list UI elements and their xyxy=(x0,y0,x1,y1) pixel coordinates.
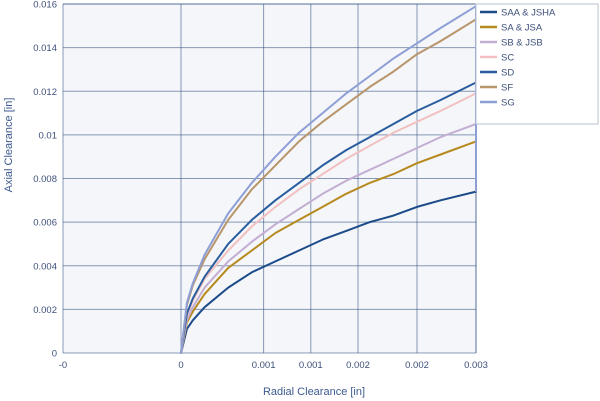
y-tick-label: 0.01 xyxy=(39,130,58,141)
legend-label: SAA & JSHA xyxy=(501,8,556,19)
y-tick-label: 0.008 xyxy=(33,174,57,185)
legend: SAA & JSHA SA & JSA SB & JSB SC SD SF SG xyxy=(480,8,556,109)
legend-label: SG xyxy=(501,98,515,109)
x-tick-label: -0 xyxy=(59,360,67,371)
x-tick-label: 0.002 xyxy=(346,360,370,371)
x-axis-title: Radial Clearance [in] xyxy=(263,386,365,398)
y-tick-label: 0 xyxy=(52,349,57,360)
x-tick-label: 0.001 xyxy=(299,360,323,371)
x-tick-label: 0.001 xyxy=(252,360,276,371)
legend-label: SB & JSB xyxy=(501,38,543,49)
legend-label: SD xyxy=(501,68,514,79)
y-tick-label: 0.012 xyxy=(33,87,57,98)
legend-box xyxy=(475,3,599,125)
series-line-5 xyxy=(180,18,477,354)
y-tick-labels: 0 0.002 0.004 0.006 0.008 0.01 0.012 0.014 0.016 xyxy=(33,0,57,360)
x-tick-label: 0.002 xyxy=(405,360,429,371)
series-line-0 xyxy=(180,190,477,354)
x-tick-labels: -0 0 0.001 0.001 0.002 0.002 0.003 xyxy=(59,360,488,371)
y-tick-label: 0.016 xyxy=(33,0,57,11)
y-axis-title: Axial Clearance [in] xyxy=(3,98,15,193)
y-tick-label: 0.006 xyxy=(33,218,57,229)
series-line-6 xyxy=(180,5,477,354)
x-tick-label: 0 xyxy=(178,360,183,371)
y-tick-label: 0.004 xyxy=(33,261,57,272)
series-lines xyxy=(180,5,477,354)
y-tick-label: 0.014 xyxy=(33,43,57,54)
y-tick-label: 0.002 xyxy=(33,305,57,316)
series-line-1 xyxy=(180,140,477,354)
legend-label: SC xyxy=(501,53,514,64)
legend-label: SA & JSA xyxy=(501,23,543,34)
legend-label: SF xyxy=(501,83,513,94)
grid-lines xyxy=(62,3,477,354)
series-line-4 xyxy=(180,81,477,354)
x-tick-label: 0.003 xyxy=(464,360,488,371)
series-line-2 xyxy=(180,123,477,354)
